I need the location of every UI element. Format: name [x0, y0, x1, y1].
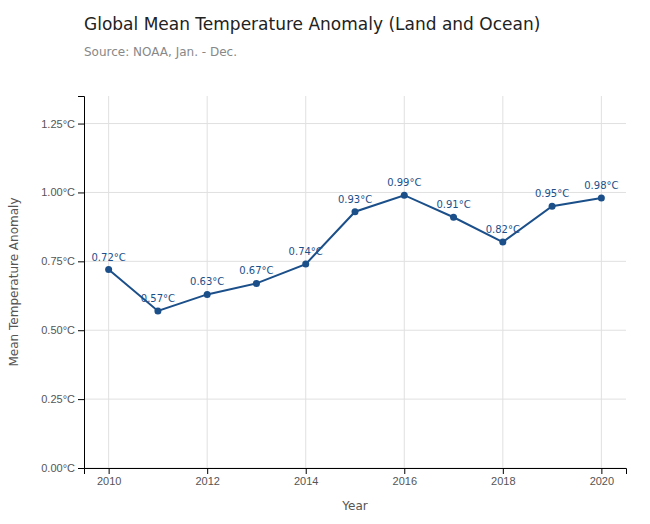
tick-label: 2012: [195, 475, 219, 487]
data-label: 0.63°C: [190, 276, 224, 287]
data-label: 0.98°C: [584, 180, 618, 191]
data-label: 0.57°C: [141, 293, 175, 304]
point: [401, 192, 408, 199]
tick-label: 0.00°C: [41, 462, 75, 474]
point: [253, 280, 260, 287]
tick: 0.50°C: [41, 324, 84, 336]
axis-line: [85, 469, 627, 475]
tick-label: 2014: [294, 475, 318, 487]
tick-mark: [78, 192, 84, 193]
grid: [84, 96, 626, 468]
data-label: 0.91°C: [436, 199, 470, 210]
data-label: 0.99°C: [387, 177, 421, 188]
data-label: 0.67°C: [239, 265, 273, 276]
grid-line: [84, 261, 626, 262]
grid-line: [84, 123, 626, 124]
tick-mark: [503, 468, 504, 474]
tick-label: 2020: [590, 475, 614, 487]
plot-area: 2010 2012 2014 2016 2018 2020 0.00°C 0.25°C 0.50…: [41, 96, 626, 487]
title: Global Mean Temperature Anomaly (Land an…: [84, 14, 540, 34]
data-label: 0.82°C: [486, 224, 520, 235]
x-axis-title: Year: [341, 499, 367, 513]
grid-line: [601, 96, 602, 468]
line: [109, 195, 602, 311]
tick: 2014: [294, 468, 318, 487]
tick-label: 0.25°C: [41, 393, 75, 405]
subtitle: Source: NOAA, Jan. - Dec.: [84, 45, 237, 59]
data-label: 0.74°C: [289, 246, 323, 257]
tick-mark: [78, 261, 84, 262]
tick-mark: [78, 468, 84, 469]
tick-mark: [78, 124, 84, 125]
grid-line: [84, 330, 626, 331]
point: [105, 266, 112, 273]
y-axis-title: Mean Temperature Anomaly: [7, 198, 21, 367]
tick: 1.25°C: [41, 118, 84, 130]
point: [154, 307, 161, 314]
tick-mark: [207, 468, 208, 474]
tick-label: 2010: [97, 475, 121, 487]
tick: 0.75°C: [41, 255, 84, 267]
tick: 0.00°C: [41, 462, 84, 474]
point: [499, 239, 506, 246]
data-label: 0.72°C: [92, 252, 126, 263]
tick: 2020: [590, 468, 614, 487]
data-label: 0.93°C: [338, 194, 372, 205]
tick-mark: [78, 330, 84, 331]
grid-line: [404, 96, 405, 468]
tick: 1.00°C: [41, 186, 84, 198]
tick-label: 0.75°C: [41, 255, 75, 267]
tick-label: 0.50°C: [41, 324, 75, 336]
point: [204, 291, 211, 298]
tick: 2018: [491, 468, 515, 487]
point: [549, 203, 556, 210]
tick-label: 1.25°C: [41, 118, 75, 130]
y-axis: 0.00°C 0.25°C 0.50°C 0.75°C 1.00°C 1.25°C: [41, 97, 84, 475]
tick-label: 2018: [491, 475, 515, 487]
point: [598, 194, 605, 201]
point: [302, 261, 309, 268]
tick-mark: [306, 468, 307, 474]
grid-line: [305, 96, 306, 468]
tick: 2010: [97, 468, 121, 487]
grid-line: [84, 399, 626, 400]
tick-mark: [78, 399, 84, 400]
tick-label: 2016: [393, 475, 417, 487]
axis-line: [78, 97, 85, 469]
data-labels: 0.72°C 0.57°C 0.63°C 0.67°C 0.74°C 0.93°C 0.99…: [92, 177, 619, 304]
point: [352, 208, 359, 215]
data-label: 0.95°C: [535, 188, 569, 199]
tick: 2012: [195, 468, 219, 487]
tick-mark: [601, 468, 602, 474]
tick-mark: [404, 468, 405, 474]
tick: 0.25°C: [41, 393, 84, 405]
grid-line: [502, 96, 503, 468]
point: [450, 214, 457, 221]
grid-line: [108, 96, 109, 468]
marks: [105, 192, 605, 315]
tick: 2016: [393, 468, 417, 487]
tick-mark: [109, 468, 110, 474]
x-axis: 2010 2012 2014 2016 2018 2020: [85, 468, 627, 487]
chart: Global Mean Temperature Anomaly (Land an…: [0, 0, 650, 524]
tick-label: 1.00°C: [41, 186, 75, 198]
